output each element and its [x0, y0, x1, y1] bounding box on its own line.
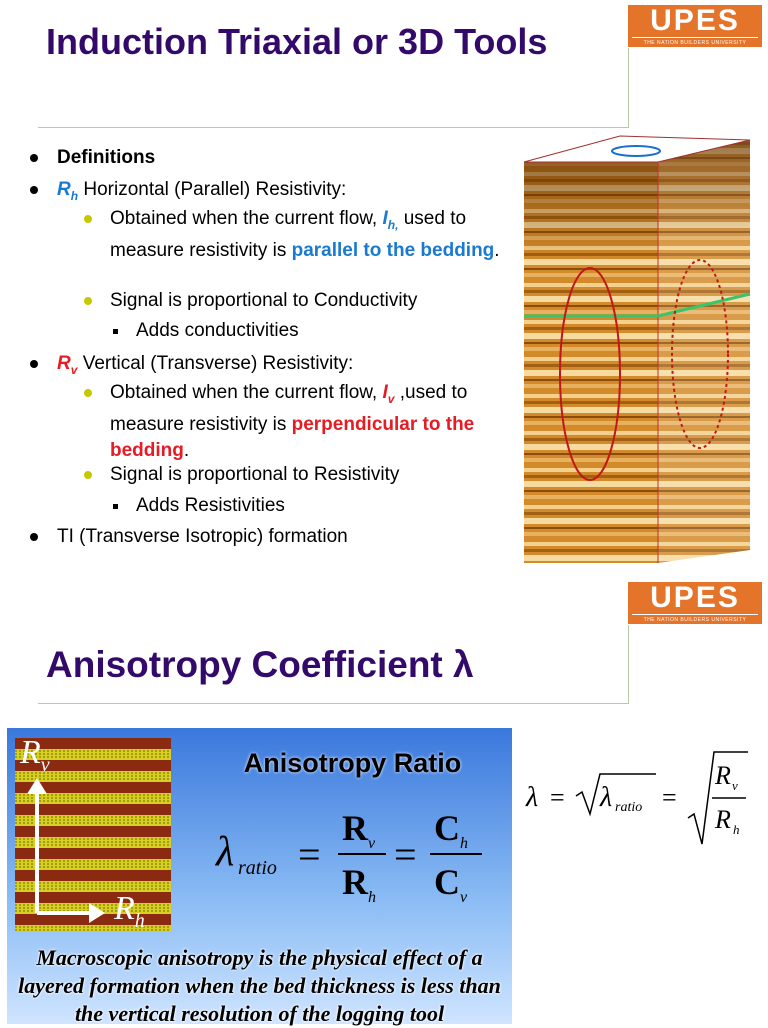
- bullet: [113, 329, 118, 334]
- symbol: R: [57, 179, 71, 200]
- symbol: R: [342, 808, 369, 848]
- divider: [628, 625, 629, 704]
- bullet: [30, 533, 38, 541]
- symbol: λ: [525, 782, 538, 813]
- emphasis: parallel to the bedding: [291, 240, 495, 262]
- operator: =: [550, 783, 565, 812]
- symbol: R: [714, 761, 731, 790]
- bullet: [113, 504, 118, 509]
- bullet-text: Rv Vertical (Transverse) Resistivity:: [57, 351, 497, 383]
- operator: =: [394, 832, 417, 877]
- divider: [628, 48, 629, 128]
- layer-figure: [15, 738, 171, 932]
- bullet: [30, 360, 38, 368]
- logo-name: UPES: [650, 4, 740, 37]
- text: .: [494, 240, 500, 262]
- subscript: ratio: [238, 857, 277, 879]
- text: used to measure resistivity is: [110, 208, 467, 262]
- operator: =: [298, 832, 321, 877]
- axis-label: Rh: [114, 890, 145, 933]
- caption: Macroscopic anisotropy is the physical e…: [18, 945, 501, 1026]
- symbol: R: [57, 353, 71, 374]
- symbol: R: [114, 890, 135, 927]
- slide-title: Anisotropy Coefficient λ: [46, 644, 474, 685]
- coefficient-formula: λ = λ ratio = R v R h: [525, 751, 748, 845]
- subscript: v: [70, 362, 78, 377]
- subscript: h: [70, 188, 79, 203]
- subscript: ratio: [615, 800, 642, 815]
- bullet-text: Adds Resistivities: [136, 495, 285, 516]
- symbol: λ: [214, 829, 234, 875]
- radical: [687, 751, 748, 845]
- text: Obtained when the current flow,: [110, 208, 378, 229]
- bullet-text: Obtained when the current flow, Iv ,used…: [110, 380, 515, 463]
- text: ,used to measure resistivity is: [110, 382, 468, 436]
- text: Horizontal (Parallel) Resistivity:: [83, 179, 347, 200]
- bullet-text: Rh Horizontal (Parallel) Resistivity:: [57, 177, 497, 209]
- subscript: v: [732, 778, 738, 793]
- logo-tagline: THE NATION BUILDERS UNIVERSITY: [632, 37, 758, 46]
- operator: =: [662, 783, 677, 812]
- bullet-text: Adds conductivities: [136, 320, 299, 341]
- axis-label: Rv: [20, 734, 50, 777]
- subscript: h: [460, 835, 468, 852]
- emphasis: perpendicular to the bedding: [110, 414, 475, 461]
- subscript: h: [368, 889, 376, 906]
- slide-title: Induction Triaxial or 3D Tools: [46, 21, 548, 62]
- subscript: v: [40, 753, 50, 776]
- bullet: [84, 389, 92, 397]
- symbol: R: [342, 862, 369, 902]
- bullet: [84, 297, 92, 305]
- radical: [575, 773, 656, 817]
- text: Obtained when the current flow,: [110, 382, 378, 403]
- symbol: I: [382, 208, 388, 229]
- subscript: h: [134, 909, 145, 932]
- subscript: h: [733, 822, 740, 837]
- logo-name: UPES: [650, 581, 740, 614]
- logo: UPES THE NATION BUILDERS UNIVERSITY: [628, 5, 762, 47]
- symbol: λ: [599, 782, 612, 813]
- symbol: R: [20, 734, 41, 771]
- logo-tagline: THE NATION BUILDERS UNIVERSITY: [632, 614, 758, 623]
- bullet-text: TI (Transverse Isotropic) formation: [57, 526, 348, 547]
- subscript: v: [460, 889, 468, 906]
- bullet-text: Definitions: [57, 147, 156, 168]
- symbol: C: [434, 808, 460, 848]
- text: .: [183, 439, 190, 461]
- borehole-image: [523, 135, 751, 563]
- symbol: I: [382, 382, 388, 403]
- divider: [38, 703, 628, 704]
- subscript: h,: [387, 217, 399, 232]
- panel-heading: Anisotropy Ratio: [243, 748, 462, 778]
- ratio-formula: λ ratio = R v R h = C h C v: [214, 808, 482, 906]
- symbol: R: [714, 805, 731, 834]
- divider: [38, 127, 628, 128]
- subscript: v: [368, 835, 376, 852]
- subscript: v: [387, 391, 395, 406]
- logo: UPES THE NATION BUILDERS UNIVERSITY: [628, 582, 762, 624]
- bullet: [84, 471, 92, 479]
- symbol: C: [434, 862, 460, 902]
- bullet-text: Signal is proportional to Conductivity: [110, 290, 418, 311]
- bullet-text: Signal is proportional to Resistivity: [110, 464, 400, 485]
- bullet: [30, 154, 38, 162]
- bullet: [30, 186, 38, 194]
- bullet-text: Obtained when the current flow, Ih, used…: [110, 206, 515, 264]
- text: Vertical (Transverse) Resistivity:: [82, 353, 354, 374]
- bullet: [84, 215, 92, 223]
